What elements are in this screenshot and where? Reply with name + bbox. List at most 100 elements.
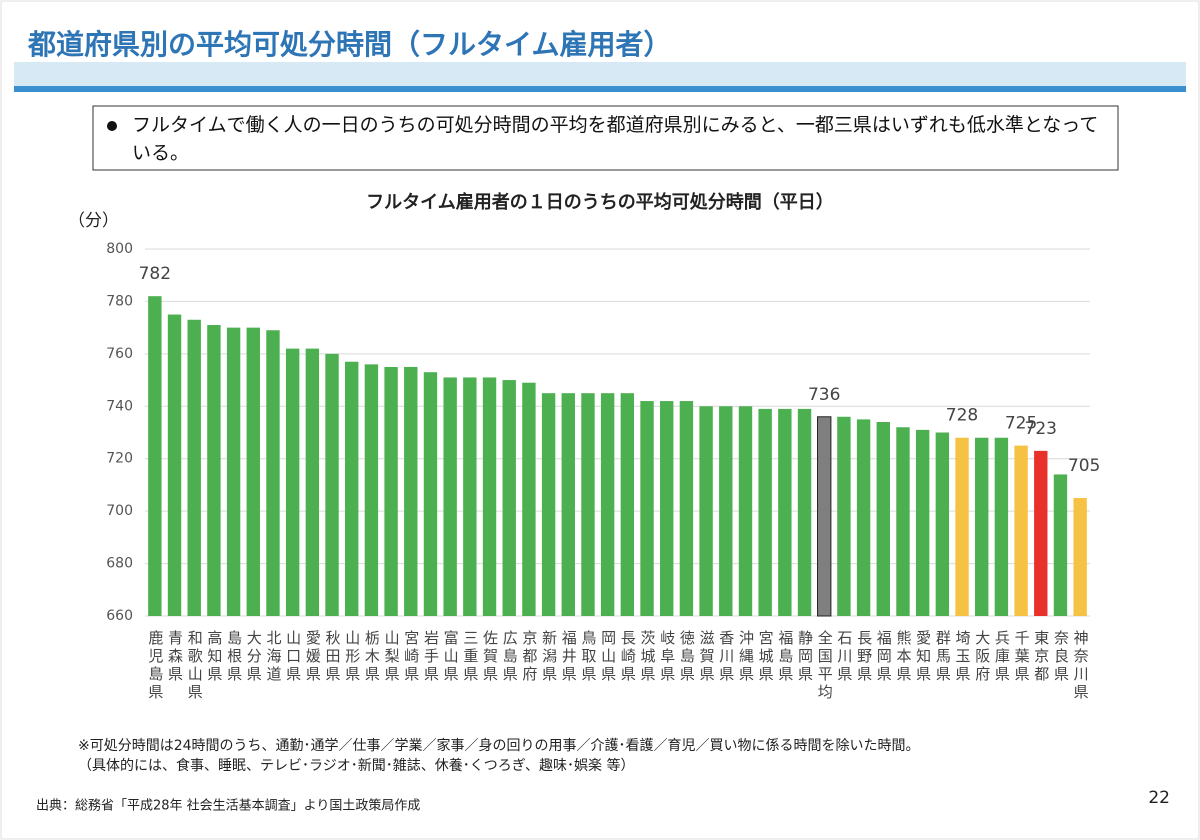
y-tick-label: 720 — [106, 451, 133, 467]
x-tick-label: 徳島県 — [678, 630, 696, 684]
data-label: 725 — [1005, 414, 1037, 434]
x-tick-label: 埼玉県 — [954, 630, 972, 684]
bar — [640, 401, 654, 616]
x-tick-label: 秋田県 — [324, 630, 342, 684]
x-tick-label: 全国平均 — [816, 629, 834, 702]
x-tick-label: 長崎県 — [619, 630, 637, 684]
x-tick-label: 静岡県 — [796, 630, 814, 684]
x-tick-label: 茨城県 — [639, 630, 657, 684]
data-label: 782 — [139, 264, 171, 284]
bar — [896, 427, 910, 616]
data-label: 723 — [1025, 419, 1057, 439]
x-tick-label: 山形県 — [343, 630, 361, 684]
x-tick-label: 岡山県 — [599, 630, 617, 684]
bar — [384, 366, 398, 616]
bar — [935, 432, 950, 616]
bullet-box — [92, 105, 1119, 171]
x-tick-label: 福井県 — [560, 630, 578, 684]
bar — [1034, 450, 1048, 616]
x-tick-label: 鳥取県 — [579, 629, 597, 684]
bar — [856, 419, 871, 616]
y-tick-label: 780 — [106, 293, 133, 309]
x-tick-label: 福岡県 — [875, 630, 893, 684]
y-tick-label: 740 — [106, 398, 133, 414]
bar — [522, 382, 536, 616]
x-tick-label: 広島県 — [501, 630, 519, 684]
x-tick-label: 北海道 — [264, 630, 282, 684]
bar — [955, 437, 969, 616]
bar — [167, 314, 182, 616]
data-label: 705 — [1068, 456, 1100, 476]
x-tick-label: 神奈川県 — [1072, 630, 1090, 702]
bar — [285, 348, 300, 616]
chart-title: フルタイム雇用者の１日のうちの平均可処分時間（平日） — [366, 191, 834, 213]
bar — [463, 377, 477, 616]
x-tick-label: 宮崎県 — [402, 630, 420, 684]
x-tick-label: 愛媛県 — [304, 630, 322, 684]
bullet-text: フルタイムで働く人の一日のうちの可処分時間の平均を都道府県別にみると、一都三県は… — [132, 114, 1099, 164]
x-tick-label: 東京都 — [1032, 630, 1050, 684]
bar — [1053, 474, 1068, 616]
y-axis-label: （分） — [68, 211, 119, 231]
bar — [423, 372, 438, 616]
bar — [305, 348, 320, 616]
x-tick-label: 青森県 — [166, 630, 184, 684]
bar — [561, 393, 575, 616]
bar — [246, 327, 260, 616]
bar — [817, 416, 832, 617]
x-tick-label: 愛知県 — [914, 630, 932, 684]
x-tick-label: 千葉県 — [1013, 630, 1031, 684]
x-tick-label: 福島県 — [776, 630, 794, 684]
title-rule — [14, 86, 1186, 92]
bar — [660, 401, 674, 616]
x-tick-label: 香川県 — [717, 630, 735, 684]
x-tick-label: 宮城県 — [757, 630, 775, 684]
bar — [226, 327, 241, 616]
x-tick-label: 岐阜県 — [658, 630, 676, 684]
x-tick-label: 群馬県 — [934, 630, 952, 684]
bar — [581, 393, 595, 616]
bar — [148, 296, 162, 616]
x-tick-label: 長野県 — [855, 630, 873, 684]
x-tick-label: 新潟県 — [540, 630, 558, 684]
bar — [915, 429, 930, 616]
x-tick-label: 山梨県 — [383, 630, 401, 684]
y-tick-label: 700 — [106, 503, 133, 519]
x-tick-label: 佐賀県 — [481, 630, 499, 684]
y-tick-label: 760 — [106, 346, 133, 362]
bar — [1073, 498, 1087, 616]
bar — [364, 364, 379, 616]
title-band — [14, 62, 1186, 86]
bar — [876, 422, 890, 616]
x-tick-label: 大分県 — [245, 630, 263, 684]
bar — [738, 406, 753, 616]
bar — [404, 366, 418, 616]
bar — [758, 408, 772, 616]
x-tick-label: 奈良県 — [1052, 630, 1070, 684]
x-tick-label: 鹿児島県 — [146, 630, 164, 702]
y-tick-label: 800 — [106, 241, 133, 257]
note: （具体的には、食事、睡眠、テレビ･ラジオ･新聞･雑誌、休養･くつろぎ、趣味･娯楽… — [78, 757, 634, 774]
bar — [699, 406, 713, 616]
x-tick-label: 島根県 — [225, 630, 243, 684]
x-tick-label: 沖縄県 — [737, 630, 755, 684]
x-tick-label: 大阪府 — [973, 630, 991, 684]
bar — [600, 393, 615, 616]
bar — [778, 408, 792, 616]
bar — [837, 416, 851, 616]
bar — [325, 353, 339, 616]
note: ※可処分時間は24時間のうち、通勤･通学／仕事／学業／家事／身の回りの用事／介護… — [78, 737, 920, 754]
slide-title: 都道府県別の平均可処分時間（フルタイム雇用者） — [27, 28, 671, 61]
bar — [502, 380, 516, 616]
bullet-dot — [107, 121, 117, 131]
bullet-wrap: フルタイムで働く人の一日のうちの可処分時間の平均を都道府県別にみると、一都三県は… — [132, 114, 1099, 164]
source: 出典：総務省「平成28年 社会生活基本調査」より国土政策局作成 — [36, 798, 420, 814]
x-tick-label: 岩手県 — [422, 630, 440, 684]
x-tick-label: 熊本県 — [894, 630, 912, 684]
x-tick-label: 山口県 — [284, 630, 302, 684]
bar — [679, 401, 694, 616]
x-tick-label: 京都府 — [520, 630, 538, 684]
bar — [266, 330, 280, 616]
bar — [443, 377, 457, 616]
